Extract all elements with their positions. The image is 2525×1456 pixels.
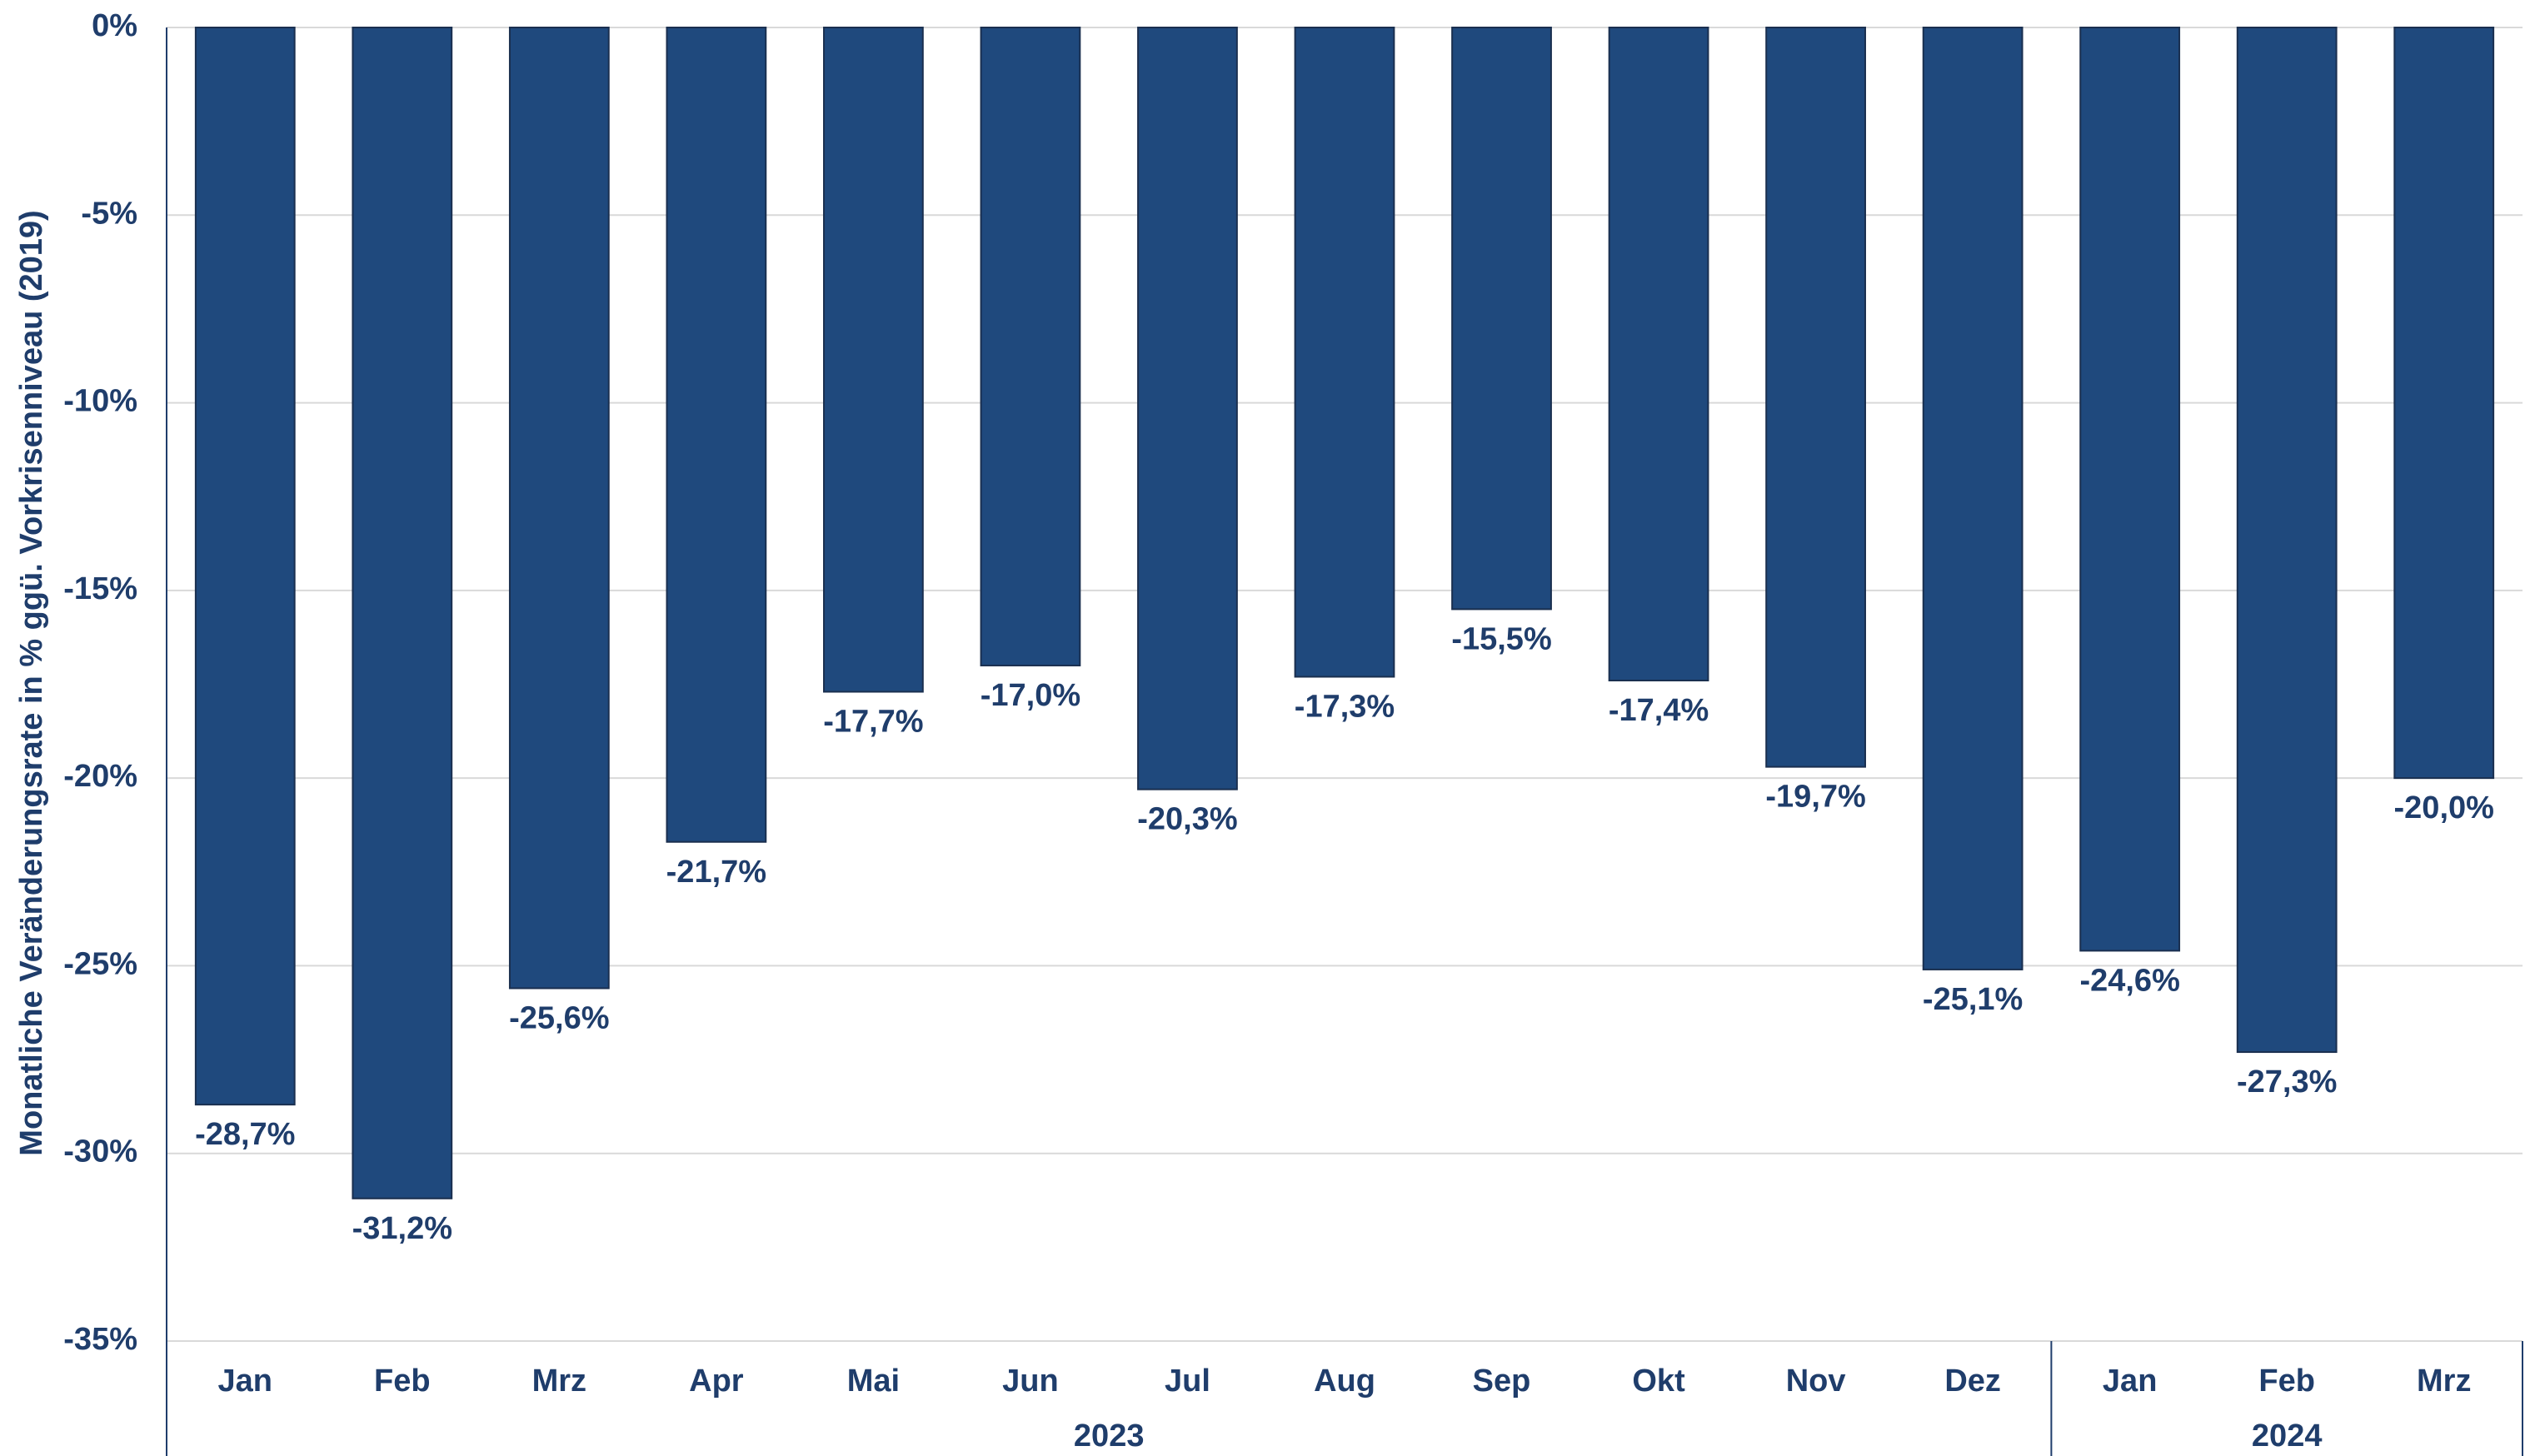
x-tick-label: Mai [847, 1364, 900, 1399]
value-label: -31,2% [352, 1211, 452, 1246]
y-tick-label: 0% [92, 8, 137, 43]
y-tick-label: -10% [63, 384, 137, 419]
x-tick-label: Dez [1944, 1364, 2001, 1399]
x-tick-label: Feb [2258, 1364, 2315, 1399]
value-label: -17,4% [1609, 693, 1709, 728]
bar [823, 27, 924, 693]
value-label: -20,3% [1137, 802, 1237, 837]
bar [2236, 27, 2338, 1054]
x-tick-label: Okt [1632, 1364, 1685, 1399]
x-tick-label: Jan [218, 1364, 272, 1399]
value-label: -19,7% [1765, 780, 1865, 815]
value-label: -21,7% [666, 855, 766, 890]
y-axis-label: Monatliche Veränderungsrate in % ggü. Vo… [14, 210, 49, 1155]
x-tick-label: Feb [374, 1364, 431, 1399]
y-tick-label: -35% [63, 1322, 137, 1357]
bar [1765, 27, 1866, 768]
x-tick-label: Jul [1165, 1364, 1210, 1399]
bar [980, 27, 1081, 666]
value-label: -17,0% [981, 678, 1080, 713]
x-tick-label: Jun [1002, 1364, 1059, 1399]
bar [2079, 27, 2181, 952]
group-label: 2024 [2252, 1419, 2323, 1454]
y-tick-label: -5% [81, 196, 137, 231]
value-label: -24,6% [2079, 963, 2179, 998]
bar [194, 27, 296, 1106]
value-label: -25,1% [1923, 982, 2023, 1017]
bar [352, 27, 453, 1199]
bar [1451, 27, 1552, 611]
value-label: -17,7% [823, 705, 923, 740]
bar [2393, 27, 2495, 780]
x-tick-label: Mrz [2417, 1364, 2471, 1399]
y-tick-label: -25% [63, 946, 137, 981]
x-tick-label: Apr [689, 1364, 744, 1399]
x-tick-label: Sep [1473, 1364, 1531, 1399]
y-tick-label: -15% [63, 571, 137, 606]
y-tick-label: -20% [63, 759, 137, 794]
bar [1294, 27, 1395, 678]
bar [1922, 27, 2023, 970]
x-tick-label: Aug [1314, 1364, 1375, 1399]
value-label: -28,7% [195, 1117, 295, 1152]
value-label: -15,5% [1451, 621, 1551, 656]
bar [508, 27, 610, 990]
bar [1137, 27, 1238, 790]
group-label: 2023 [1074, 1419, 1145, 1454]
x-tick-label: Mrz [532, 1364, 586, 1399]
value-label: -17,3% [1295, 690, 1395, 725]
x-tick-label: Nov [1786, 1364, 1846, 1399]
value-label: -25,6% [509, 1000, 609, 1035]
value-label: -20,0% [2394, 790, 2494, 825]
x-tick-label: Jan [2103, 1364, 2157, 1399]
value-label: -27,3% [2237, 1065, 2337, 1099]
bar [666, 27, 767, 843]
bar [1608, 27, 1709, 681]
y-tick-label: -30% [63, 1134, 137, 1169]
